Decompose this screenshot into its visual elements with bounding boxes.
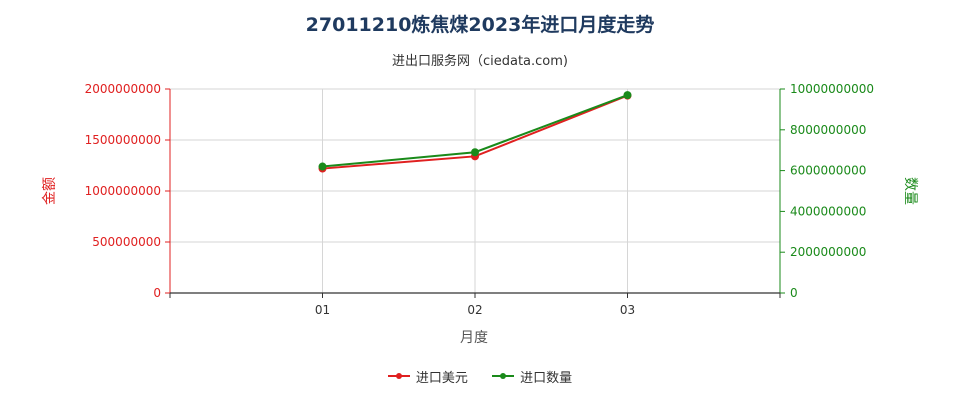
legend-marker-qty <box>500 373 507 379</box>
legend-label-qty: 进口数量 <box>520 370 573 386</box>
chart-subtitle: 进出口服务网（ciedata.com) <box>391 54 568 69</box>
y-left-tick-label: 1500000000 <box>85 133 161 147</box>
y-right-tick-label: 2000000000 <box>790 245 866 259</box>
legend-marker-usd <box>395 373 402 379</box>
y-left-tick-label: 0 <box>153 286 161 300</box>
y-right-tick-label: 0 <box>790 286 798 300</box>
y-left-axis-label: 金额 <box>42 177 58 205</box>
x-tick-label: 01 <box>315 303 330 317</box>
legend-item-usd[interactable]: 进口美元 <box>387 367 468 386</box>
y-right-axis-label: 数量 <box>902 177 918 205</box>
data-point-qty <box>471 148 479 157</box>
legend-item-qty[interactable]: 进口数量 <box>492 367 572 386</box>
chart-title: 27011210炼焦煤2023年进口月度走势 <box>305 14 655 36</box>
legend-swatch-usd <box>387 373 410 379</box>
legend-swatch-qty <box>492 373 515 379</box>
x-tick-label: 02 <box>467 303 482 317</box>
legend: 进口美元 进口数量 <box>0 366 960 386</box>
y-right-tick-label: 6000000000 <box>790 164 866 178</box>
y-right-tick-label: 8000000000 <box>790 123 866 137</box>
y-left-tick-label: 2000000000 <box>85 82 161 96</box>
x-tick-label: 03 <box>620 303 635 317</box>
y-right-tick-label: 10000000000 <box>790 82 874 96</box>
x-axis-label: 月度 <box>460 330 488 346</box>
data-point-qty <box>318 162 327 171</box>
y-right-tick-label: 4000000000 <box>790 204 866 218</box>
data-point-qty <box>623 91 632 100</box>
legend-label-usd: 进口美元 <box>415 370 468 386</box>
y-left-tick-label: 1000000000 <box>85 184 161 198</box>
y-left-tick-label: 500000000 <box>92 235 161 249</box>
